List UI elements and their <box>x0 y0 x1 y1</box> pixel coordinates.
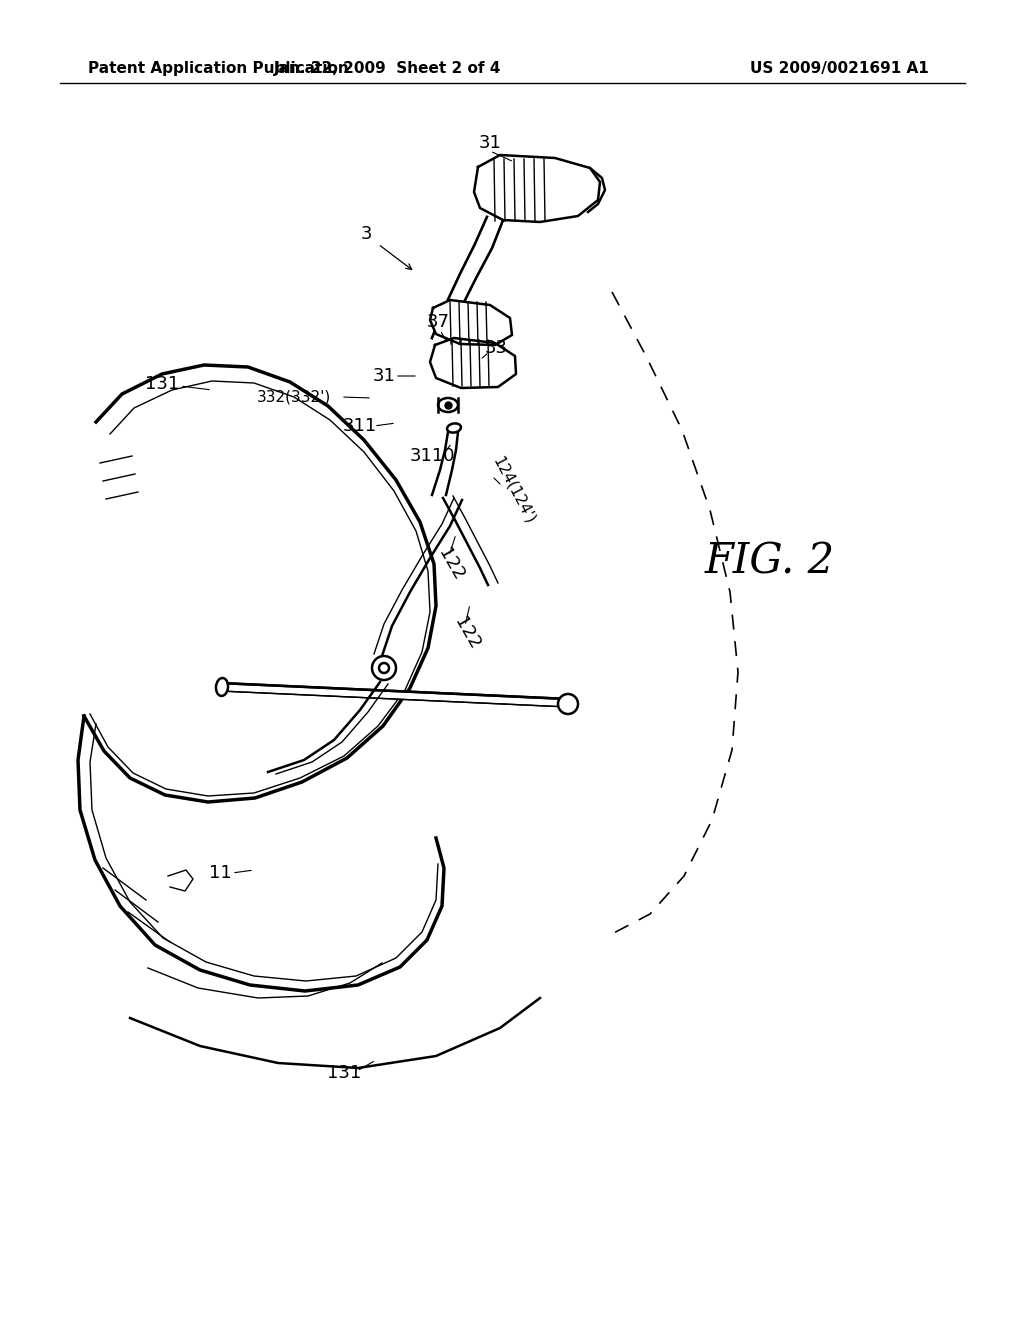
Text: 131: 131 <box>144 375 179 393</box>
Ellipse shape <box>379 663 389 673</box>
Text: 124(124'): 124(124') <box>490 454 538 527</box>
Text: 3110: 3110 <box>410 447 455 465</box>
Text: 33: 33 <box>484 339 508 356</box>
Text: 311: 311 <box>343 417 377 436</box>
Polygon shape <box>474 154 600 222</box>
Polygon shape <box>430 300 512 345</box>
Text: 31: 31 <box>373 367 395 385</box>
Text: US 2009/0021691 A1: US 2009/0021691 A1 <box>750 61 929 75</box>
Ellipse shape <box>447 424 461 433</box>
Polygon shape <box>432 216 503 342</box>
Text: 31: 31 <box>478 135 502 152</box>
Text: 131: 131 <box>327 1064 361 1082</box>
Text: 11: 11 <box>209 865 231 882</box>
Text: 37: 37 <box>427 313 450 331</box>
Polygon shape <box>430 338 516 388</box>
Text: 122: 122 <box>451 614 483 652</box>
Text: 122: 122 <box>434 545 467 583</box>
Ellipse shape <box>372 656 396 680</box>
Ellipse shape <box>558 694 578 714</box>
Text: 332(332'): 332(332') <box>257 389 331 404</box>
Text: FIG. 2: FIG. 2 <box>705 541 835 583</box>
Ellipse shape <box>216 678 228 696</box>
Text: Jan. 22, 2009  Sheet 2 of 4: Jan. 22, 2009 Sheet 2 of 4 <box>274 61 502 75</box>
Ellipse shape <box>438 399 458 412</box>
Text: 3: 3 <box>360 224 372 243</box>
Polygon shape <box>220 682 568 708</box>
Text: Patent Application Publication: Patent Application Publication <box>88 61 349 75</box>
